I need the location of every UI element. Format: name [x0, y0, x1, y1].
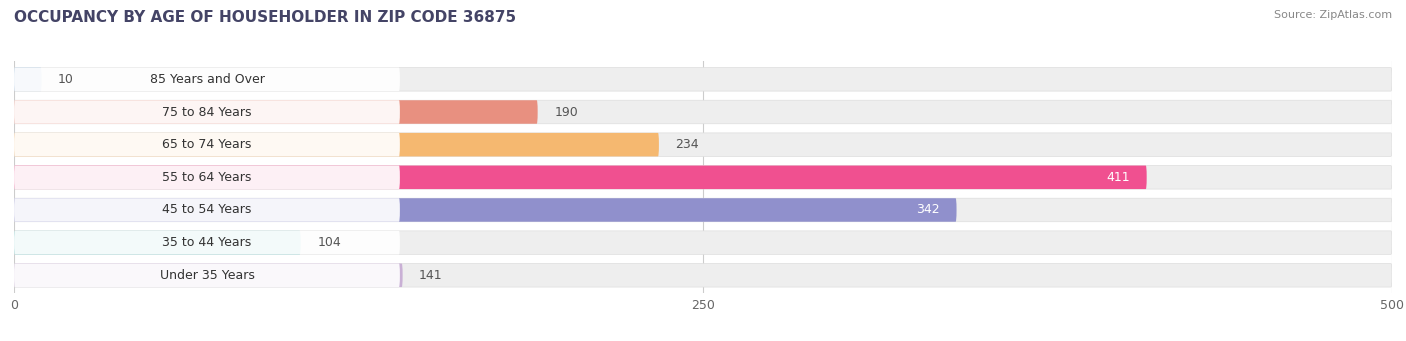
FancyBboxPatch shape: [14, 166, 1392, 189]
FancyBboxPatch shape: [14, 68, 42, 91]
Text: 85 Years and Over: 85 Years and Over: [149, 73, 264, 86]
Text: 35 to 44 Years: 35 to 44 Years: [162, 236, 252, 249]
Text: Under 35 Years: Under 35 Years: [159, 269, 254, 282]
FancyBboxPatch shape: [14, 133, 399, 157]
FancyBboxPatch shape: [14, 100, 1392, 124]
Text: Source: ZipAtlas.com: Source: ZipAtlas.com: [1274, 10, 1392, 20]
FancyBboxPatch shape: [14, 68, 399, 91]
Text: 342: 342: [917, 204, 941, 217]
Text: 234: 234: [675, 138, 699, 151]
Text: 141: 141: [419, 269, 443, 282]
FancyBboxPatch shape: [14, 68, 1392, 91]
Text: 190: 190: [554, 105, 578, 119]
FancyBboxPatch shape: [14, 166, 1147, 189]
Text: 10: 10: [58, 73, 75, 86]
FancyBboxPatch shape: [14, 231, 1392, 254]
FancyBboxPatch shape: [14, 198, 1392, 222]
FancyBboxPatch shape: [14, 231, 399, 254]
Text: 411: 411: [1107, 171, 1130, 184]
Text: OCCUPANCY BY AGE OF HOUSEHOLDER IN ZIP CODE 36875: OCCUPANCY BY AGE OF HOUSEHOLDER IN ZIP C…: [14, 10, 516, 25]
FancyBboxPatch shape: [14, 198, 399, 222]
Text: 45 to 54 Years: 45 to 54 Years: [162, 204, 252, 217]
FancyBboxPatch shape: [14, 264, 1392, 287]
Text: 55 to 64 Years: 55 to 64 Years: [162, 171, 252, 184]
FancyBboxPatch shape: [14, 100, 399, 124]
Text: 75 to 84 Years: 75 to 84 Years: [162, 105, 252, 119]
FancyBboxPatch shape: [14, 100, 537, 124]
FancyBboxPatch shape: [14, 231, 301, 254]
FancyBboxPatch shape: [14, 133, 659, 157]
FancyBboxPatch shape: [14, 166, 399, 189]
FancyBboxPatch shape: [14, 198, 956, 222]
FancyBboxPatch shape: [14, 264, 402, 287]
FancyBboxPatch shape: [14, 133, 1392, 157]
Text: 65 to 74 Years: 65 to 74 Years: [162, 138, 252, 151]
Text: 104: 104: [318, 236, 340, 249]
FancyBboxPatch shape: [14, 264, 399, 287]
